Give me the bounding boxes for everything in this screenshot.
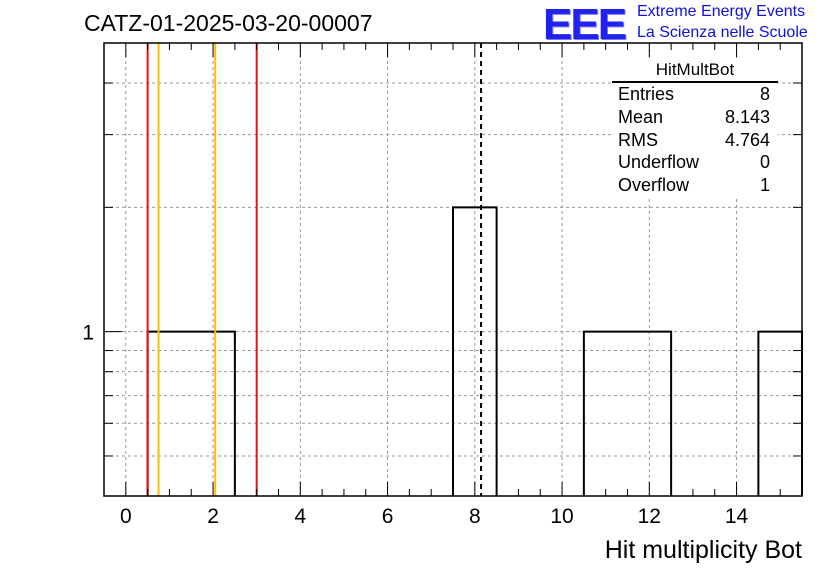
eee-logo: EEE: [543, 0, 627, 49]
histogram-bar: [757, 330, 803, 496]
x-tick-label: 12: [638, 505, 661, 528]
x-tick-label: 10: [550, 505, 573, 528]
stats-row-mean: Mean 8.143: [612, 106, 778, 129]
stats-value: 8: [759, 84, 770, 104]
stats-value: 1: [759, 175, 770, 196]
stats-value: 4.764: [724, 129, 770, 150]
stats-row-entries: Entries 8: [612, 83, 778, 106]
x-tick-label: 14: [725, 505, 749, 528]
stats-title: HitMultBot: [612, 60, 778, 83]
stats-row-overflow: Overflow 1: [612, 174, 778, 197]
stats-label: Underflow: [618, 152, 700, 173]
x-tick-label: 4: [294, 505, 306, 528]
stats-box: HitMultBot Entries 8 Mean 8.143 RMS 4.76…: [612, 60, 778, 197]
stats-value: 8.143: [724, 106, 770, 127]
stats-row-underflow: Underflow 0: [612, 151, 778, 174]
histogram-bar: [146, 330, 236, 496]
stats-row-rms: RMS 4.764: [612, 129, 778, 152]
stats-value: 0: [759, 152, 770, 173]
run-title: CATZ-01-2025-03-20-00007: [84, 10, 373, 36]
stats-label: Entries: [618, 84, 675, 104]
x-tick-label: 2: [207, 505, 219, 528]
histogram-bar: [582, 330, 673, 496]
stats-label: Mean: [618, 106, 664, 127]
x-tick-label: 0: [120, 505, 132, 528]
histogram-bar: [452, 206, 498, 496]
stats-label: RMS: [618, 129, 658, 150]
logo-line2: La Scienza nelle Scuole: [637, 24, 808, 41]
x-tick-label: 8: [469, 505, 481, 528]
stats-label: Overflow: [618, 175, 690, 196]
y-tick-label: 1: [82, 322, 94, 345]
logo-line1: Extreme Energy Events: [637, 3, 806, 20]
x-tick-label: 6: [382, 505, 394, 528]
x-axis-label: Hit multiplicity Bot: [604, 536, 802, 564]
